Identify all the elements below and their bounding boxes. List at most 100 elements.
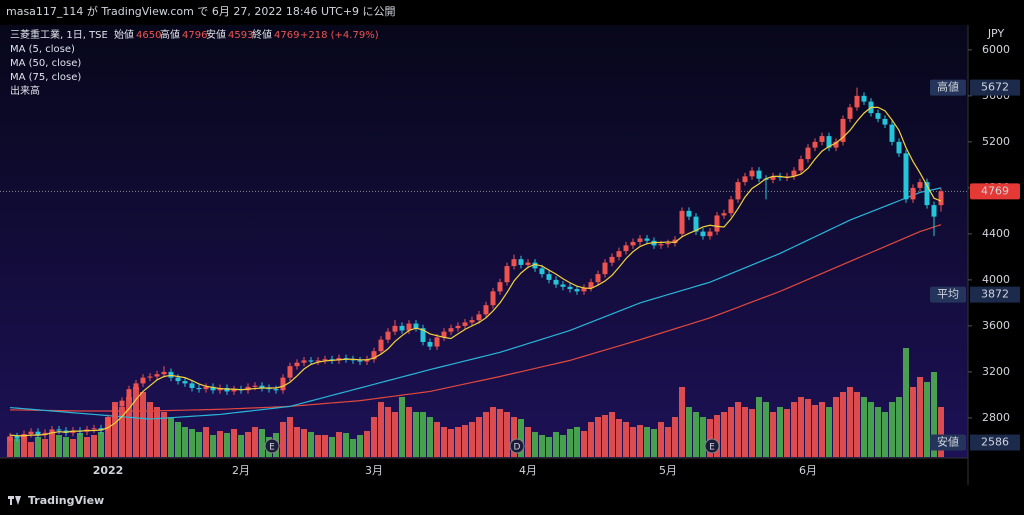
- volume-bar: [924, 382, 930, 457]
- volume-bar: [497, 409, 503, 457]
- volume-bar: [434, 422, 440, 457]
- candle-body: [434, 337, 440, 347]
- candle-body: [602, 262, 608, 275]
- y-tick-label: 3200: [982, 365, 1010, 378]
- marker-label: 高値: [937, 80, 959, 94]
- volume-bar: [245, 432, 251, 457]
- volume-bar: [84, 437, 90, 457]
- candle-body: [847, 107, 853, 119]
- candle-body: [896, 141, 902, 154]
- candle-body: [259, 385, 265, 388]
- volume-bar: [140, 392, 146, 457]
- volume-bar: [511, 417, 517, 457]
- volume-bar: [728, 407, 734, 457]
- volume-bar: [567, 429, 573, 457]
- y-tick-label: 4000: [982, 273, 1010, 286]
- volume-bar: [287, 417, 293, 457]
- ohlc-value: 4650: [136, 30, 161, 41]
- candle-body: [378, 339, 384, 352]
- title: 三菱重工業, 1日, TSE: [10, 28, 108, 41]
- volume-bar: [791, 402, 797, 457]
- candle-body: [672, 239, 678, 244]
- volume-bar: [476, 417, 482, 457]
- volume-bar: [154, 407, 160, 457]
- volume-bar: [196, 432, 202, 457]
- volume-bar: [574, 427, 580, 457]
- volume-bar: [588, 422, 594, 457]
- volume-bar: [756, 397, 762, 457]
- volume-bar: [252, 427, 258, 457]
- candle-body: [455, 325, 461, 329]
- volume-bar: [371, 417, 377, 457]
- candle-body: [728, 199, 734, 214]
- y-tick-label: 2800: [982, 411, 1010, 424]
- candle-body: [441, 331, 447, 338]
- volume-bar: [539, 435, 545, 457]
- y-tick-label: 3600: [982, 319, 1010, 332]
- candle-body: [448, 328, 454, 332]
- volume-bar: [126, 397, 132, 457]
- legend-entry: 出来高: [10, 84, 40, 97]
- x-tick-label: 6月: [799, 464, 817, 477]
- candle-body: [637, 238, 643, 242]
- legend-entry: MA (5, close): [10, 44, 75, 55]
- volume-bar: [490, 407, 496, 457]
- candle-body: [721, 213, 727, 216]
- candle-body: [504, 266, 510, 283]
- volume-bar: [938, 407, 944, 457]
- candle-body: [609, 256, 615, 263]
- volume-bar: [364, 431, 370, 457]
- volume-bar: [693, 412, 699, 457]
- candle-body: [812, 141, 818, 148]
- volume-bar: [322, 435, 328, 457]
- candle-body: [392, 325, 398, 332]
- volume-bar: [889, 402, 895, 457]
- header: masa117_114 が TradingView.com で 6月 27, 2…: [6, 4, 396, 18]
- candle-body: [28, 431, 34, 434]
- candle-body: [581, 287, 587, 292]
- volume-bar: [91, 435, 97, 457]
- volume-bar: [56, 435, 62, 457]
- candle-body: [553, 279, 559, 285]
- candle-body: [406, 323, 412, 331]
- volume-bar: [833, 397, 839, 457]
- volume-bar: [875, 407, 881, 457]
- candle-body: [315, 360, 321, 362]
- volume-bar: [161, 412, 167, 457]
- volume-bar: [903, 348, 909, 457]
- volume-bar: [98, 432, 104, 457]
- price-label: 4769: [981, 184, 1009, 197]
- candle-body: [112, 406, 118, 418]
- candle-body: [301, 360, 307, 363]
- marker-value-box: [970, 286, 1020, 303]
- volume-bar: [49, 432, 55, 457]
- volume-bar: [532, 432, 538, 457]
- price-box: [970, 183, 1020, 200]
- ohlc-label: 安値: [206, 28, 226, 41]
- candle-body: [154, 374, 160, 377]
- x-tick-label: 5月: [659, 464, 677, 477]
- y-tick-label: 5200: [982, 135, 1010, 148]
- volume-bar: [812, 405, 818, 457]
- volume-bar: [63, 437, 69, 457]
- volume-bar: [595, 417, 601, 457]
- marker-label: 安値: [937, 435, 959, 449]
- volume-bar: [623, 422, 629, 457]
- marker-label-box: [930, 434, 966, 451]
- candle-body: [539, 268, 545, 275]
- candle-body: [196, 387, 202, 390]
- volume-bar: [700, 417, 706, 457]
- volume-bar: [644, 427, 650, 457]
- volume-bar: [308, 432, 314, 457]
- volume-bar: [329, 437, 335, 457]
- candle-body: [700, 231, 706, 237]
- volume-bar: [742, 407, 748, 457]
- candle-body: [707, 231, 713, 237]
- candle-body: [189, 383, 195, 388]
- volume-bar: [413, 412, 419, 457]
- x-tick-label: 3月: [365, 464, 383, 477]
- marks: [0, 87, 968, 457]
- volume-bar: [819, 402, 825, 457]
- candle-body: [490, 291, 496, 306]
